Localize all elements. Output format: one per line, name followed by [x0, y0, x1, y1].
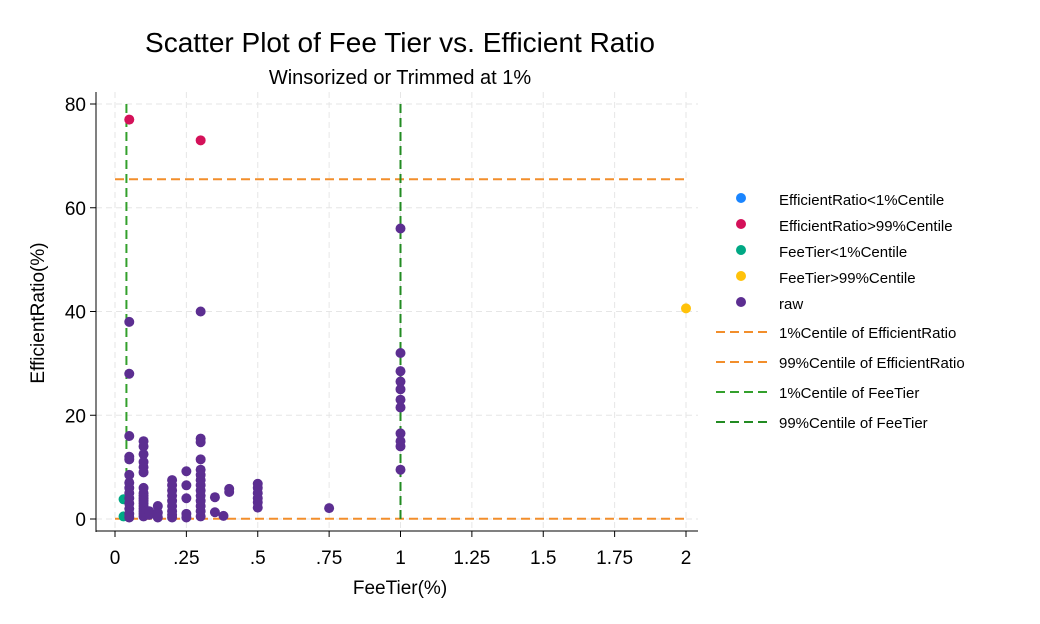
data-point — [124, 368, 135, 379]
legend-marker — [736, 219, 746, 229]
data-point — [252, 502, 263, 513]
legend-marker — [736, 271, 746, 281]
data-point — [395, 223, 406, 234]
legend-label: FeeTier<1%Centile — [779, 244, 907, 261]
legend-label: 1%Centile of FeeTier — [779, 385, 919, 402]
data-point — [181, 512, 192, 523]
legend-marker — [736, 297, 746, 307]
y-tick-label: 60 — [65, 199, 86, 220]
data-points — [118, 114, 691, 523]
x-tick-label: .5 — [250, 548, 266, 569]
x-tick-label: 1.75 — [596, 548, 633, 569]
legend-label: 1%Centile of EfficientRatio — [779, 325, 956, 342]
x-tick-label: .25 — [173, 548, 199, 569]
data-point — [224, 487, 235, 498]
data-point — [395, 394, 406, 405]
data-point — [195, 454, 206, 465]
y-tick-label: 80 — [65, 95, 86, 116]
y-axis-label: EfficientRatio(%) — [28, 242, 49, 383]
x-tick-label: 1 — [395, 548, 406, 569]
data-point — [395, 402, 406, 413]
data-point — [124, 512, 135, 523]
data-point — [138, 449, 149, 460]
data-point — [195, 135, 206, 146]
x-tick-label: 0 — [110, 548, 121, 569]
x-tick-label: 1.5 — [530, 548, 556, 569]
data-point — [138, 441, 149, 452]
x-axis-label: FeeTier(%) — [353, 578, 447, 599]
data-point — [395, 366, 406, 377]
data-point — [395, 441, 406, 452]
data-point — [324, 503, 335, 514]
x-tick-label: 1.25 — [453, 548, 490, 569]
x-tick-label: .75 — [316, 548, 342, 569]
legend-label: 99%Centile of FeeTier — [779, 415, 928, 432]
x-tick-label: 2 — [681, 548, 692, 569]
data-point — [181, 493, 192, 504]
legend: EfficientRatio<1%Centile EfficientRatio>9… — [716, 192, 965, 432]
legend-label: 99%Centile of EfficientRatio — [779, 355, 965, 372]
data-point — [124, 431, 135, 441]
data-point — [395, 464, 406, 475]
data-point — [195, 437, 206, 448]
data-point — [124, 454, 135, 465]
data-point — [152, 512, 163, 523]
data-point — [395, 348, 406, 358]
legend-label: raw — [779, 296, 803, 313]
chart-title: Scatter Plot of Fee Tier vs. Efficient R… — [145, 27, 655, 58]
data-point — [195, 306, 206, 317]
data-point — [181, 480, 192, 491]
data-point — [395, 428, 406, 439]
legend-label: EfficientRatio>99%Centile — [779, 218, 953, 235]
data-point — [124, 316, 135, 327]
data-point — [681, 303, 691, 314]
y-tick-label: 40 — [65, 303, 86, 324]
y-tick-label: 20 — [65, 406, 86, 427]
legend-marker — [736, 193, 746, 203]
data-point — [144, 509, 155, 520]
data-point — [181, 466, 192, 477]
data-point — [395, 376, 406, 387]
data-point — [218, 510, 229, 521]
legend-label: EfficientRatio<1%Centile — [779, 192, 944, 209]
legend-marker — [736, 245, 746, 255]
chart-subtitle: Winsorized or Trimmed at 1% — [269, 67, 532, 89]
reference-lines — [115, 104, 686, 520]
data-point — [124, 114, 135, 125]
legend-label: FeeTier>99%Centile — [779, 270, 916, 287]
data-point — [195, 511, 206, 522]
data-point — [124, 469, 135, 480]
data-point — [167, 512, 178, 523]
y-tick-label: 0 — [75, 510, 86, 531]
data-point — [209, 507, 220, 518]
data-point — [209, 492, 220, 503]
data-point — [138, 467, 149, 478]
data-point — [395, 384, 406, 395]
